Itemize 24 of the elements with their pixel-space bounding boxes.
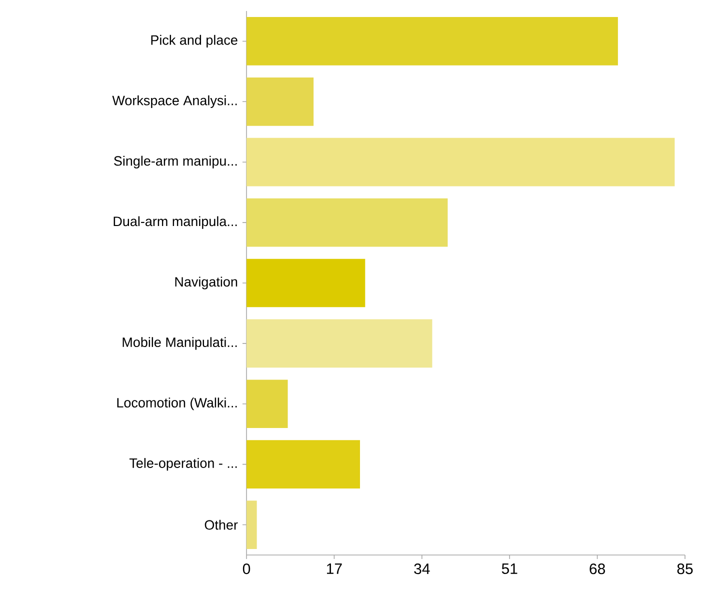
x-tick-label: 17 <box>327 564 342 574</box>
bar <box>246 319 432 368</box>
y-tick-label: Workspace Analysi... <box>112 95 237 108</box>
bar <box>246 258 366 308</box>
bar <box>246 198 448 247</box>
bar <box>246 17 618 66</box>
x-tick-label: 68 <box>590 564 605 574</box>
y-tick-label: Pick and place <box>151 34 238 48</box>
bar <box>246 440 360 489</box>
y-tick-label: Dual-arm manipula... <box>114 216 237 229</box>
bar <box>246 380 288 428</box>
x-tick-label: 0 <box>242 564 250 574</box>
y-tick-label: Other <box>204 520 238 530</box>
x-tick-label: 85 <box>677 564 693 574</box>
y-tick-label: Locomotion (Walki... <box>117 398 237 410</box>
bar <box>246 138 675 186</box>
y-tick-label: Tele-operation - ... <box>129 458 237 471</box>
y-tick-label: Single-arm manipu... <box>114 156 237 168</box>
bar <box>246 77 314 126</box>
x-tick-label: 34 <box>414 564 430 574</box>
x-tick-label: 51 <box>502 564 518 574</box>
y-tick-label: Mobile Manipulati... <box>122 337 237 350</box>
y-tick-label: Navigation <box>175 276 238 290</box>
bar <box>246 500 257 549</box>
